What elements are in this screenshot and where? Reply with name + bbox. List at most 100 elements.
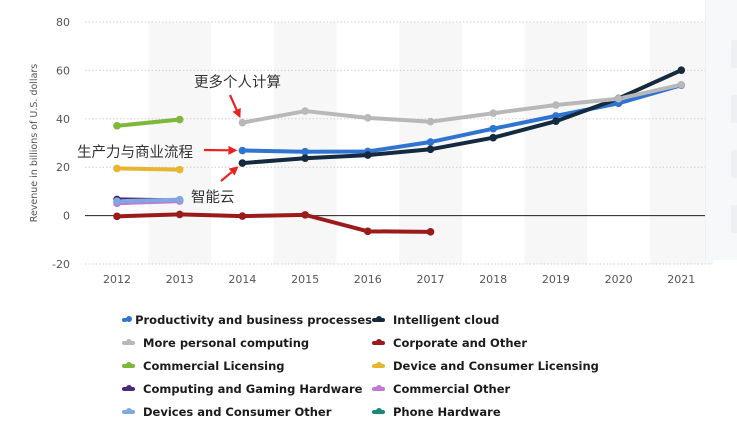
data-point-productivity-and-business-processes bbox=[426, 138, 435, 146]
side-tab[interactable] bbox=[731, 95, 737, 123]
side-tab[interactable] bbox=[731, 150, 737, 178]
column-band bbox=[273, 22, 337, 264]
legend-item[interactable]: Computing and Gaming Hardware bbox=[122, 381, 372, 397]
legend-item[interactable]: Productivity and business processes bbox=[122, 312, 372, 328]
annotation-productivity: 生产力与商业流程 bbox=[77, 145, 193, 161]
legend-swatch bbox=[122, 316, 132, 322]
annotation-arrowhead bbox=[232, 108, 241, 119]
x-tick-label: 2015 bbox=[291, 273, 319, 286]
legend-swatch bbox=[372, 316, 385, 322]
legend-label: Intelligent cloud bbox=[393, 313, 500, 327]
data-point-more-personal-computing bbox=[426, 117, 435, 126]
data-point-productivity-and-business-processes bbox=[301, 147, 309, 156]
x-tick-label: 2018 bbox=[479, 273, 507, 286]
legend-item[interactable]: Commercial Other bbox=[372, 381, 602, 397]
x-tick-label: 2021 bbox=[667, 273, 695, 286]
y-tick-label: 20 bbox=[56, 161, 70, 174]
data-point-intelligent-cloud bbox=[301, 154, 309, 163]
column-band bbox=[649, 22, 713, 264]
chart-legend: Productivity and business processes Intel… bbox=[122, 312, 602, 420]
legend-item[interactable]: Intelligent cloud bbox=[372, 312, 602, 328]
column-band bbox=[148, 22, 212, 264]
series-line-productivity-and-business-processes bbox=[240, 83, 684, 154]
data-point-more-personal-computing bbox=[489, 109, 498, 118]
data-point-more-personal-computing bbox=[301, 107, 309, 115]
x-tick-label: 2012 bbox=[103, 273, 131, 286]
annotation-intelligent-cloud: 智能云 bbox=[191, 190, 235, 206]
data-point-devices-and-consumer-other bbox=[113, 197, 121, 206]
legend-swatch bbox=[122, 339, 135, 345]
data-point-intelligent-cloud bbox=[677, 66, 686, 74]
data-point-more-personal-computing bbox=[364, 114, 372, 122]
legend-swatch bbox=[122, 408, 135, 414]
y-tick-label: 0 bbox=[63, 210, 70, 223]
series-line-more-personal-computing bbox=[240, 82, 684, 125]
series-line-commercial-licensing bbox=[115, 117, 182, 128]
data-point-device-and-consumer-licensing bbox=[175, 165, 184, 174]
x-tick-label: 2016 bbox=[354, 273, 382, 286]
legend-label: Corporate and Other bbox=[393, 336, 527, 350]
x-tick-label: 2020 bbox=[605, 273, 633, 286]
legend-swatch bbox=[122, 385, 135, 391]
annotation-arrowhead bbox=[228, 145, 238, 155]
legend-item[interactable]: More personal computing bbox=[122, 335, 372, 351]
legend-label: Commercial Other bbox=[393, 382, 511, 396]
data-point-more-personal-computing bbox=[552, 101, 560, 109]
x-tick-label: 2014 bbox=[228, 273, 256, 286]
legend-swatch bbox=[372, 408, 385, 414]
data-point-intelligent-cloud bbox=[552, 117, 560, 126]
legend-label: Phone Hardware bbox=[393, 405, 501, 419]
side-tab[interactable] bbox=[731, 205, 737, 233]
data-point-intelligent-cloud bbox=[364, 151, 372, 159]
x-tick-label: 2019 bbox=[542, 273, 570, 286]
data-point-more-personal-computing bbox=[238, 118, 247, 127]
y-tick-label: 80 bbox=[56, 16, 70, 29]
legend-label: Commercial Licensing bbox=[143, 359, 285, 373]
legend-item[interactable]: Device and Consumer Licensing bbox=[372, 358, 602, 374]
series-line-devices-and-consumer-other bbox=[115, 197, 182, 204]
y-tick-label: 60 bbox=[56, 64, 70, 77]
data-point-commercial-licensing bbox=[175, 115, 184, 124]
column-band bbox=[524, 22, 588, 264]
legend-item[interactable]: Commercial Licensing bbox=[122, 358, 372, 374]
data-point-more-personal-computing bbox=[614, 94, 623, 103]
x-tick-label: 2013 bbox=[166, 273, 194, 286]
legend-label: Computing and Gaming Hardware bbox=[143, 382, 363, 396]
series-line-corporate-and-other bbox=[115, 212, 433, 234]
annotation-arrow bbox=[220, 171, 233, 182]
y-axis-label: Revenue in billions of U.S. dollars bbox=[29, 64, 40, 223]
legend-label: More personal computing bbox=[143, 336, 310, 350]
legend-item[interactable]: Devices and Consumer Other bbox=[122, 404, 372, 420]
legend-swatch bbox=[372, 385, 385, 391]
data-point-commercial-licensing bbox=[113, 122, 121, 130]
data-point-corporate-and-other bbox=[301, 211, 309, 219]
legend-item[interactable]: Phone Hardware bbox=[372, 404, 602, 420]
legend-swatch bbox=[372, 362, 385, 368]
data-point-corporate-and-other bbox=[364, 227, 372, 236]
legend-swatch bbox=[122, 362, 135, 368]
annotation-more-personal-computing: 更多个人计算 bbox=[194, 75, 281, 91]
data-point-intelligent-cloud bbox=[238, 159, 247, 167]
data-point-devices-and-consumer-other bbox=[175, 195, 184, 204]
side-tab[interactable] bbox=[731, 40, 737, 68]
data-point-productivity-and-business-processes bbox=[552, 112, 560, 120]
data-point-corporate-and-other bbox=[238, 212, 247, 220]
legend-label: Devices and Consumer Other bbox=[143, 405, 332, 419]
data-point-corporate-and-other bbox=[426, 228, 435, 236]
legend-swatch bbox=[372, 339, 385, 345]
x-tick-label: 2017 bbox=[417, 273, 445, 286]
series-line-intelligent-cloud bbox=[240, 68, 684, 166]
data-point-intelligent-cloud bbox=[489, 133, 498, 142]
data-point-corporate-and-other bbox=[175, 210, 184, 219]
series-line-device-and-consumer-licensing bbox=[115, 166, 182, 172]
data-point-corporate-and-other bbox=[113, 212, 121, 221]
legend-label: Productivity and business processes bbox=[135, 313, 372, 327]
legend-item[interactable]: Corporate and Other bbox=[372, 335, 602, 351]
data-point-more-personal-computing bbox=[677, 80, 686, 89]
y-tick-label: 40 bbox=[56, 113, 70, 126]
y-tick-label: -20 bbox=[52, 258, 70, 271]
data-point-device-and-consumer-licensing bbox=[113, 164, 121, 173]
data-point-intelligent-cloud bbox=[426, 145, 435, 154]
